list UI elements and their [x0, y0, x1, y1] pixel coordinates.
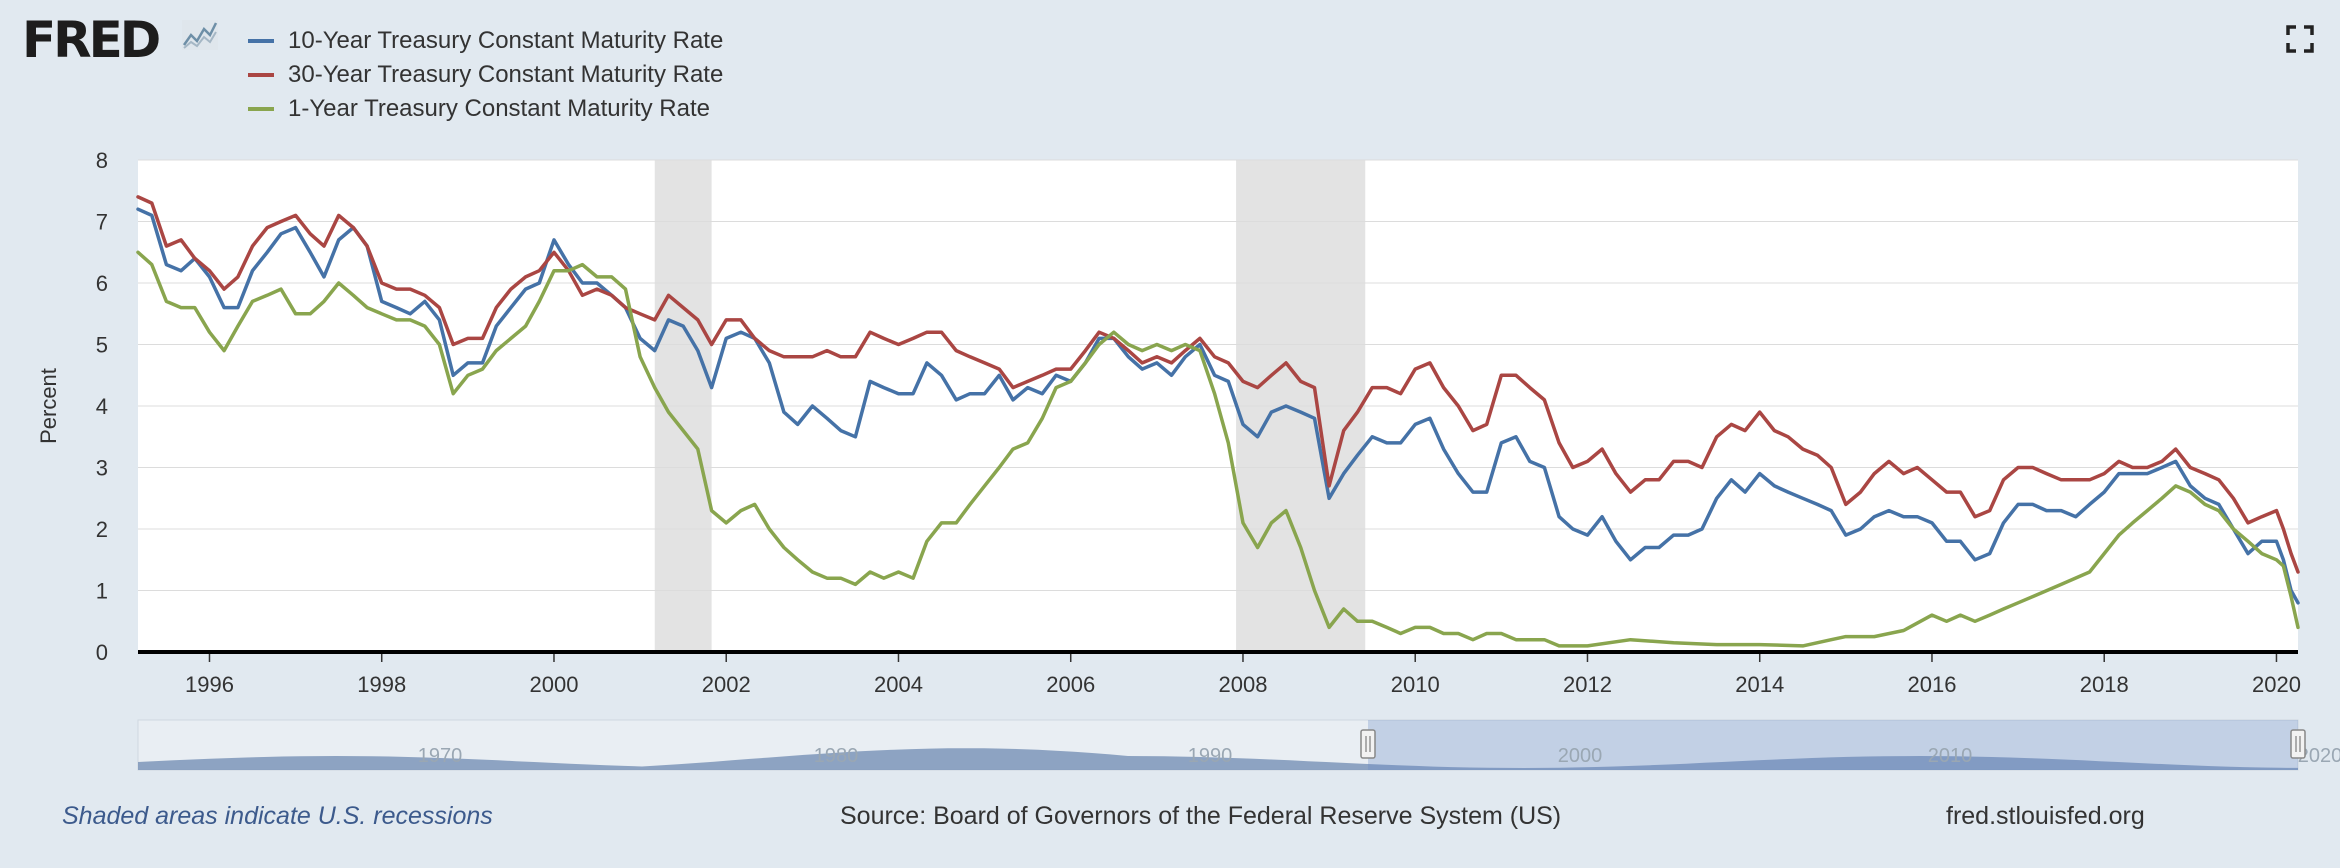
y-tick-label-3: 3	[96, 456, 108, 481]
navigator-label-2000: 2000	[1558, 745, 1603, 767]
logo-graph-icon	[182, 20, 218, 50]
y-tick-label-6: 6	[96, 271, 108, 296]
navigator-label-1980: 1980	[814, 745, 859, 767]
legend-label-1y: 1-Year Treasury Constant Maturity Rate	[288, 95, 710, 122]
x-tick-label-2020: 2020	[2252, 672, 2301, 697]
x-tick-label-2010: 2010	[1391, 672, 1440, 697]
legend-label-30y: 30-Year Treasury Constant Maturity Rate	[288, 61, 724, 88]
chart-legend: 10-Year Treasury Constant Maturity Rate …	[248, 24, 723, 126]
legend-label-10y: 10-Year Treasury Constant Maturity Rate	[288, 27, 724, 54]
fred-logo[interactable]: FRED	[22, 14, 232, 66]
fullscreen-icon[interactable]	[2286, 25, 2314, 53]
logo-text: FRED	[22, 11, 161, 69]
y-tick-label-0: 0	[96, 640, 108, 665]
y-tick-label-1: 1	[96, 579, 108, 604]
x-tick-label-1996: 1996	[185, 672, 234, 697]
line-chart: 0 1 2 3 4 5 6 7 8 1996 1998 2000 2002 2004 2006 2008 201…	[36, 148, 2340, 771]
source-text: Source: Board of Governors of the Federa…	[840, 802, 1562, 830]
legend-swatch-10y	[248, 39, 274, 43]
series-line-1	[136, 195, 2300, 574]
site-link[interactable]: fred.stlouisfed.org	[1946, 802, 2145, 830]
y-tick-label-7: 7	[96, 210, 108, 235]
x-tick-label-1998: 1998	[357, 672, 406, 697]
navigator-handle-right[interactable]	[2290, 729, 2306, 759]
navigator-label-1990: 1990	[1188, 745, 1233, 767]
x-tick-label-2018: 2018	[2080, 672, 2129, 697]
x-tick-label-2002: 2002	[702, 672, 751, 697]
navigator-label-1970: 1970	[418, 745, 463, 767]
y-tick-label-2: 2	[96, 517, 108, 542]
navigator-label-2010: 2010	[1928, 745, 1973, 767]
navigator-selection	[1368, 720, 2298, 770]
series-line-0	[136, 207, 2300, 605]
x-tick-label-2012: 2012	[1563, 672, 1612, 697]
navigator-handle-left[interactable]	[1360, 729, 1376, 759]
y-axis-label: Percent	[36, 368, 61, 444]
legend-item-30y[interactable]: 30-Year Treasury Constant Maturity Rate	[248, 58, 723, 92]
y-tick-label-4: 4	[96, 394, 108, 419]
x-tick-label-2000: 2000	[530, 672, 579, 697]
x-tick-label-2008: 2008	[1218, 672, 1267, 697]
y-tick-label-5: 5	[96, 333, 108, 358]
x-tick-label-2004: 2004	[874, 672, 923, 697]
navigator-label-2020: 2020	[2298, 745, 2340, 767]
legend-item-10y[interactable]: 10-Year Treasury Constant Maturity Rate	[248, 24, 723, 58]
x-tick-label-2016: 2016	[1907, 672, 1956, 697]
navigator-series-area	[138, 748, 2298, 770]
series-line-2	[136, 250, 2300, 648]
x-tick-label-2006: 2006	[1046, 672, 1095, 697]
y-tick-label-8: 8	[96, 148, 108, 173]
legend-item-1y[interactable]: 1-Year Treasury Constant Maturity Rate	[248, 92, 723, 126]
recession-note-link[interactable]: Shaded areas indicate U.S. recessions	[62, 802, 493, 830]
legend-swatch-1y	[248, 107, 274, 111]
x-tick-label-2014: 2014	[1735, 672, 1784, 697]
legend-swatch-30y	[248, 73, 274, 77]
